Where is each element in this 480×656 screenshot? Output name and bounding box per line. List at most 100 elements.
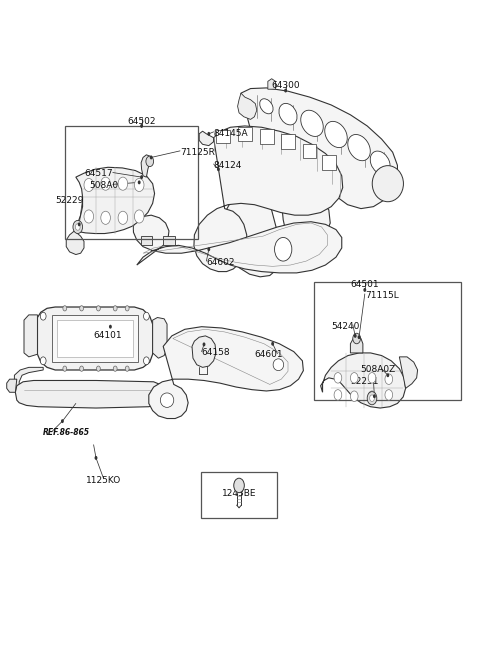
Polygon shape [141, 236, 152, 245]
Circle shape [207, 132, 210, 136]
Text: 84124: 84124 [214, 161, 242, 170]
Text: 64501: 64501 [350, 279, 379, 289]
Circle shape [96, 366, 100, 371]
Polygon shape [194, 126, 343, 272]
Polygon shape [321, 353, 406, 408]
Circle shape [234, 478, 244, 493]
Circle shape [146, 156, 154, 167]
Circle shape [109, 325, 112, 329]
Circle shape [125, 366, 129, 371]
Bar [52, 315, 138, 362]
Circle shape [73, 220, 83, 234]
Polygon shape [24, 315, 37, 357]
Bar [216, 130, 230, 143]
Text: 64602: 64602 [206, 258, 235, 267]
Text: 84145A: 84145A [214, 129, 248, 138]
Circle shape [101, 177, 110, 190]
Ellipse shape [160, 393, 174, 407]
Circle shape [140, 124, 143, 128]
Polygon shape [74, 167, 155, 234]
Circle shape [78, 222, 81, 226]
Bar [322, 155, 336, 170]
Circle shape [271, 342, 274, 346]
Circle shape [113, 366, 117, 371]
Polygon shape [192, 336, 216, 367]
Circle shape [373, 394, 376, 398]
Bar [260, 129, 274, 144]
Circle shape [203, 342, 205, 346]
Ellipse shape [260, 99, 273, 113]
Circle shape [40, 312, 46, 320]
Text: 64158: 64158 [202, 348, 230, 358]
Circle shape [75, 224, 80, 230]
Circle shape [138, 180, 141, 184]
Bar [201, 472, 277, 518]
Circle shape [113, 306, 117, 311]
Bar [314, 282, 461, 400]
Text: 52229: 52229 [55, 196, 84, 205]
Circle shape [385, 390, 393, 400]
Circle shape [334, 373, 342, 383]
Circle shape [118, 211, 128, 224]
Circle shape [140, 175, 143, 179]
Circle shape [334, 390, 342, 400]
Circle shape [350, 373, 358, 383]
Circle shape [217, 167, 220, 171]
Text: 64300: 64300 [271, 81, 300, 91]
Circle shape [150, 155, 153, 159]
Circle shape [353, 333, 360, 344]
Polygon shape [14, 367, 43, 388]
Text: 64517: 64517 [84, 169, 113, 178]
Polygon shape [268, 79, 276, 89]
Text: REF.86-865: REF.86-865 [43, 428, 90, 438]
Bar [238, 127, 252, 141]
Text: 508A0: 508A0 [89, 181, 118, 190]
Polygon shape [141, 155, 152, 177]
Polygon shape [15, 380, 166, 408]
Text: 64601: 64601 [254, 350, 283, 359]
Circle shape [95, 456, 97, 460]
Circle shape [275, 237, 292, 261]
Text: 71125R: 71125R [180, 148, 215, 157]
Circle shape [40, 357, 46, 365]
Text: 64502: 64502 [127, 117, 156, 126]
Circle shape [125, 306, 129, 311]
Circle shape [370, 395, 374, 401]
Circle shape [363, 288, 366, 292]
Circle shape [284, 89, 287, 92]
Polygon shape [7, 379, 17, 392]
Circle shape [386, 373, 389, 377]
Ellipse shape [325, 121, 347, 148]
Circle shape [84, 178, 94, 192]
Ellipse shape [301, 110, 323, 136]
Circle shape [354, 334, 357, 338]
Circle shape [144, 357, 149, 365]
Circle shape [96, 306, 100, 311]
Polygon shape [37, 307, 153, 370]
Circle shape [144, 312, 149, 320]
Polygon shape [153, 318, 167, 358]
Circle shape [84, 210, 94, 223]
Text: 64101: 64101 [94, 331, 122, 340]
Ellipse shape [372, 165, 404, 202]
Polygon shape [133, 215, 342, 273]
Circle shape [368, 391, 376, 401]
Circle shape [207, 247, 210, 251]
Text: 1125KO: 1125KO [85, 476, 121, 485]
Text: 71115L: 71115L [365, 291, 398, 300]
Circle shape [118, 177, 128, 190]
Bar [303, 144, 316, 158]
Circle shape [80, 366, 84, 371]
Polygon shape [238, 93, 257, 119]
Circle shape [368, 373, 376, 383]
Ellipse shape [348, 134, 370, 161]
Polygon shape [350, 336, 363, 353]
Bar [57, 320, 133, 357]
Text: 508A0Z: 508A0Z [360, 365, 395, 375]
Circle shape [63, 306, 67, 311]
Bar [65, 126, 198, 239]
Text: 1243BE: 1243BE [222, 489, 256, 498]
Circle shape [350, 391, 358, 401]
Circle shape [385, 374, 393, 384]
Ellipse shape [273, 359, 284, 371]
